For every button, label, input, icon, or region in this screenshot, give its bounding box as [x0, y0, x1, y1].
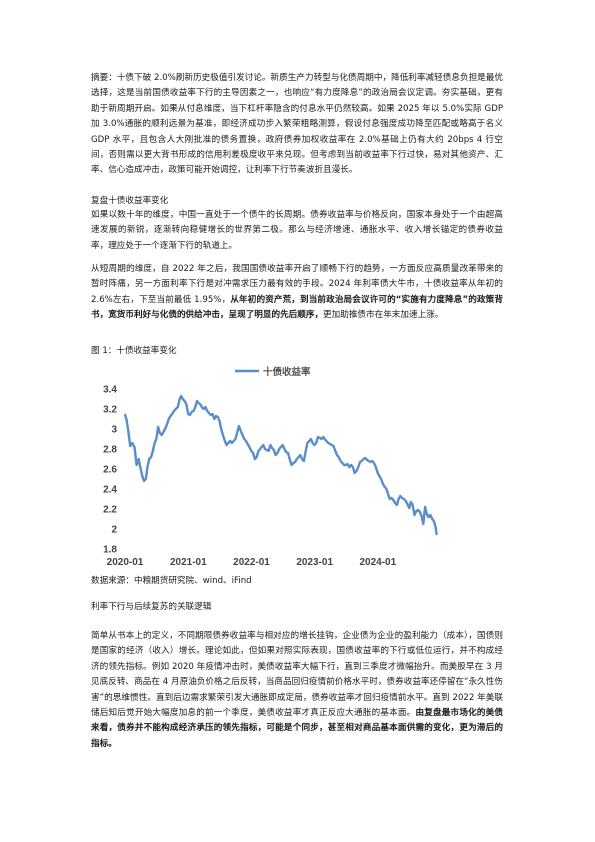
x-tick-label: 2022-01: [233, 557, 270, 568]
legend-label: 十债收益率: [263, 366, 311, 378]
y-tick-label: 2.6: [103, 465, 117, 476]
y-tick-label: 3.2: [103, 405, 117, 416]
abstract-paragraph: 摘要：十债下破 2.0%刷新历史极值引发讨论。新质生产力转型与化债周期中，降低利…: [91, 73, 503, 176]
x-tick-label: 2020-01: [107, 557, 144, 568]
paragraph-short-cycle-emphasis: 从年初的资产荒，到当前政治局会议许可的“实施有力度降息”的政策背书，宽货币利好与…: [91, 294, 503, 321]
paragraph-treasury-emphasis: 由复盘最市场化的美债来看，债券并不能构成经济承压的领先指标，可能是个同步，甚至相…: [91, 708, 503, 749]
y-tick-label: 1.8: [103, 545, 117, 556]
paragraph-short-cycle-text: 从短周期的维度，自 2022 年之后，我国国债收益率开启了顺畅下行的趋势，一方面…: [91, 264, 503, 305]
y-tick-label: 3.4: [103, 385, 117, 396]
chart-legend: 十债收益率: [235, 366, 311, 378]
y-tick-label: 2.2: [103, 505, 117, 516]
paragraph-long-cycle: 如果以数十年的维度，中国一直处于一个债牛的长周期。债券收益率与价格反向，国家本身…: [91, 210, 503, 251]
yield-line-chart: 十债收益率 1.822.22.42.62.833.23.4 2020-01 202…: [103, 366, 438, 568]
section-heading-logic: 利率下行与后续复苏的关联逻辑: [91, 602, 212, 612]
x-tick-label: 2021-01: [170, 557, 207, 568]
paragraph-short-cycle-tail: 更加助推债市在年末加速上涨。: [323, 310, 444, 321]
y-tick-label: 3: [111, 425, 117, 436]
paragraph-treasury-text: 简单从书本上的定义，不同期限债券收益率与相对应的增长挂钩，企业债为企业的盈利能力…: [91, 631, 503, 719]
y-tick-label: 2.4: [103, 485, 117, 496]
paragraph-treasury-logic: 简单从书本上的定义，不同期限债券收益率与相对应的增长挂钩，企业债为企业的盈利能力…: [91, 629, 503, 752]
y-axis: 1.8 2 2.2 2.4 2.6 2.8 3 3.2 3.4: [103, 385, 117, 556]
x-tick-label: 2023-01: [296, 557, 333, 568]
y-tick-label: 2.8: [103, 445, 117, 456]
y-tick-label: 2: [111, 525, 117, 536]
series-line-ten-year-yield: [124, 394, 438, 536]
figure-source: 数据来源：中粮期货研究院、wind、iFind: [91, 576, 252, 586]
x-tick-label: 2024-01: [359, 557, 396, 568]
x-axis: 2020-01 2021-01 2022-01 2023-01 2024-01: [107, 557, 397, 568]
paragraph-short-cycle: 从短周期的维度，自 2022 年之后，我国国债收益率开启了顺畅下行的趋势，一方面…: [91, 262, 503, 324]
figure-caption: 图 1：十债收益率变化: [91, 346, 177, 356]
section-heading-review: 复盘十债收益率变化: [91, 196, 169, 206]
